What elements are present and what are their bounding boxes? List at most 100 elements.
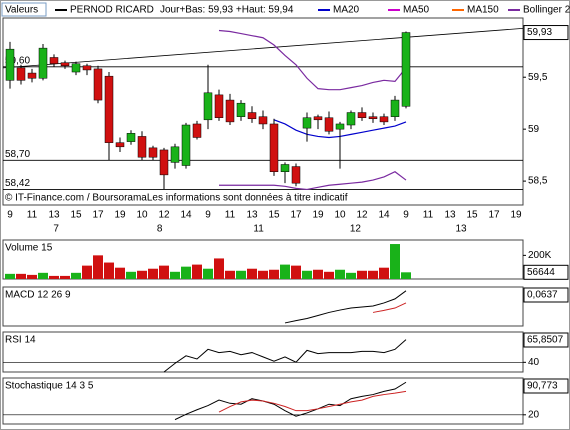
volume-bar: [137, 270, 147, 279]
indicator-line: [174, 381, 407, 421]
candle-body: [346, 112, 356, 126]
volume-bar: [247, 268, 257, 279]
x-tick-label: 10: [334, 210, 346, 221]
candle-body: [313, 116, 323, 121]
last-value: 90,773: [527, 381, 558, 392]
volume-bar: [82, 265, 92, 279]
day-label: 13: [455, 224, 467, 235]
candle-body: [148, 147, 158, 158]
volume-bar: [38, 272, 48, 279]
level-label: 59,60: [5, 55, 30, 66]
last-value: 65,8507: [527, 335, 564, 346]
volume-bar: [269, 269, 279, 279]
volume-bar: [401, 272, 411, 279]
quote: Jour+Bas: 59,93 +Haut: 59,94: [160, 5, 294, 16]
x-tick-label: 9: [205, 210, 211, 221]
panel-title: Stochastique 14 3 5: [5, 381, 94, 392]
volume-bar: [324, 271, 334, 279]
volume-bar: [27, 274, 37, 279]
volume-bar: [170, 271, 180, 279]
indicator-line: [218, 390, 407, 413]
candle-body: [104, 75, 114, 143]
volume-bar: [148, 268, 158, 279]
level-label: 58,70: [5, 149, 30, 160]
x-tick-label: 19: [510, 210, 522, 221]
volume-bar: [203, 268, 213, 279]
volume-bar: [192, 264, 202, 279]
x-tick-label: 15: [268, 210, 280, 221]
panel-title: Volume 15: [5, 243, 53, 254]
indicator-legend: Bollinger 20 2.0: [523, 5, 570, 16]
last-value-box: [523, 25, 569, 41]
x-tick-label: 19: [114, 210, 126, 221]
values-button[interactable]: [1, 2, 47, 17]
candle-body: [60, 62, 70, 67]
y-tick-label: 200K: [528, 250, 552, 261]
candle-body: [137, 136, 147, 158]
candle-body: [93, 68, 103, 101]
candle-body: [115, 142, 125, 148]
x-tick-label: 17: [290, 210, 302, 221]
day-label: 8: [157, 224, 163, 235]
x-tick-label: 12: [356, 210, 368, 221]
last-value: 56644: [527, 267, 555, 278]
volume-bar: [181, 266, 191, 279]
x-tick-label: 13: [48, 210, 60, 221]
volume-bar: [49, 275, 59, 279]
x-tick-label: 11: [27, 210, 38, 221]
x-tick-label: 14: [180, 210, 192, 221]
candle-body: [170, 146, 180, 163]
x-tick-label: 9: [403, 210, 409, 221]
indicator-legend: MA50: [403, 5, 430, 16]
candle-body: [401, 32, 411, 107]
volume-bar: [346, 272, 356, 279]
candle-body: [390, 99, 400, 117]
values-label[interactable]: Valeurs: [5, 5, 38, 16]
volume-bar: [379, 267, 389, 279]
x-tick-label: 10: [136, 210, 148, 221]
y-tick-label: 20: [528, 409, 540, 420]
x-tick-label: 12: [158, 210, 170, 221]
price-legend: PERNOD RICARD: [70, 5, 154, 16]
volume-bar: [5, 273, 15, 279]
volume-bar: [71, 272, 81, 279]
candle-body: [214, 94, 224, 118]
candle-body: [280, 164, 290, 173]
indicator-line: [163, 339, 407, 373]
candle-body: [236, 102, 246, 117]
level-label: 58,42: [5, 178, 30, 189]
volume-bar: [16, 273, 26, 279]
trend-line: [2, 27, 524, 69]
volume-bar: [93, 255, 103, 279]
volume-bar: [115, 267, 125, 279]
x-tick-label: 15: [70, 210, 82, 221]
indicator-line: [372, 302, 407, 313]
volume-bar: [214, 258, 224, 279]
last-value-box: [523, 378, 569, 394]
volume-bar: [258, 270, 268, 279]
candle-body: [203, 92, 213, 121]
candle-body: [357, 112, 367, 118]
day-label: 11: [253, 224, 264, 235]
candle-body: [181, 124, 191, 166]
x-tick-label: 11: [225, 210, 236, 221]
volume-bar: [335, 269, 345, 279]
x-tick-label: 14: [378, 210, 390, 221]
volume-bar: [225, 270, 235, 279]
volume-bar: [104, 262, 114, 279]
day-label: 12: [350, 224, 362, 235]
x-tick-label: 17: [92, 210, 104, 221]
indicator-line: [219, 171, 407, 191]
volume-bar: [357, 270, 367, 279]
indicator-legend: MA150: [467, 5, 499, 16]
x-tick-label: 17: [488, 210, 500, 221]
last-value-box: [523, 264, 569, 280]
last-value: 0,0637: [527, 290, 558, 301]
candle-body: [159, 149, 169, 176]
panel-title: RSI 14: [5, 335, 36, 346]
candle-body: [27, 72, 37, 79]
indicator-line: [218, 29, 407, 91]
panel: [2, 286, 524, 327]
